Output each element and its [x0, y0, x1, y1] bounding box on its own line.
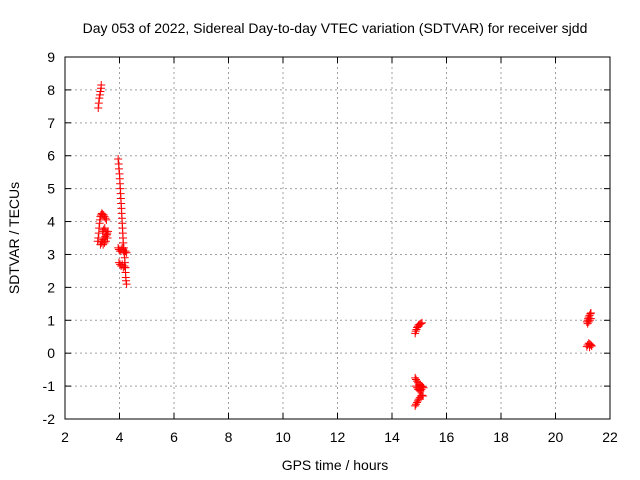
data-point-marker — [417, 385, 426, 394]
y-axis-label: SDTVAR / TECUs — [6, 182, 22, 294]
data-point-marker — [413, 398, 422, 407]
x-tick-label: 12 — [330, 429, 346, 445]
y-tick-label: 4 — [47, 214, 55, 230]
data-point-marker — [411, 401, 420, 410]
chart-title: Day 053 of 2022, Sidereal Day-to-day VTE… — [83, 20, 588, 36]
data-point-marker — [122, 276, 131, 285]
data-point-marker — [99, 240, 108, 249]
data-point-marker — [100, 238, 109, 247]
data-point-marker — [413, 396, 422, 405]
data-point-marker — [100, 224, 109, 233]
y-tick-label: 8 — [47, 82, 55, 98]
data-point-marker — [95, 94, 104, 103]
y-tick-label: 2 — [47, 279, 55, 295]
data-point-marker — [586, 309, 595, 318]
data-point-marker — [586, 314, 595, 323]
data-point-marker — [120, 261, 129, 270]
data-point-marker — [419, 391, 428, 400]
data-point-marker — [416, 319, 425, 328]
data-point-marker — [95, 90, 104, 99]
x-tick-label: 4 — [116, 429, 124, 445]
y-tick-labels: -2 -1 0 1 2 3 4 5 6 7 8 9 — [43, 49, 56, 427]
data-point-marker — [102, 230, 111, 239]
data-point-marker — [101, 227, 110, 236]
y-tick-label: 9 — [47, 49, 55, 65]
data-point-marker — [103, 234, 112, 242]
x-tick-label: 18 — [493, 429, 509, 445]
y-tick-label: 7 — [47, 115, 55, 131]
y-tick-label: 5 — [47, 181, 55, 197]
x-axis-label: GPS time / hours — [282, 457, 389, 473]
data-series-sdtvar — [93, 80, 596, 410]
data-point-marker — [585, 343, 594, 352]
data-point-marker — [122, 248, 131, 257]
data-point-marker — [122, 280, 131, 289]
x-tick-label: 6 — [170, 429, 178, 445]
x-tick-labels: 2 4 6 8 10 12 14 16 18 20 22 — [61, 429, 618, 445]
y-tick-label: 6 — [47, 148, 55, 164]
x-tick-label: 22 — [602, 429, 618, 445]
y-tick-label: 1 — [47, 312, 55, 328]
data-point-marker — [94, 99, 103, 108]
data-point-marker — [114, 155, 123, 164]
x-tick-label: 10 — [275, 429, 291, 445]
data-point-marker — [121, 247, 130, 256]
data-point-marker — [94, 104, 103, 113]
data-point-marker — [118, 243, 127, 252]
data-point-marker — [102, 215, 111, 224]
x-tick-label: 20 — [548, 429, 564, 445]
data-point-marker — [411, 373, 420, 382]
y-tick-label: -1 — [43, 378, 56, 394]
data-point-marker — [114, 164, 123, 173]
x-tick-label: 14 — [384, 429, 400, 445]
data-point-marker — [121, 263, 130, 272]
y-tick-label: 0 — [47, 345, 55, 361]
data-point-marker — [100, 212, 109, 221]
grid — [65, 57, 610, 419]
data-point-marker — [411, 400, 420, 409]
data-point-marker — [97, 80, 106, 89]
y-tick-label: 3 — [47, 246, 55, 262]
data-point-marker — [416, 387, 425, 396]
data-point-marker — [101, 214, 110, 223]
x-tick-label: 8 — [225, 429, 233, 445]
data-point-marker — [417, 318, 426, 327]
data-point-marker — [417, 391, 426, 400]
y-tick-label: -2 — [43, 411, 56, 427]
data-point-marker — [411, 327, 420, 336]
data-point-marker — [99, 210, 108, 219]
data-point-marker — [96, 87, 105, 96]
x-tick-label: 16 — [439, 429, 455, 445]
data-point-marker — [585, 316, 594, 325]
data-point-marker — [412, 325, 421, 334]
data-point-marker — [119, 238, 128, 247]
plot-frame — [64, 56, 611, 420]
x-tick-label: 2 — [61, 429, 69, 445]
